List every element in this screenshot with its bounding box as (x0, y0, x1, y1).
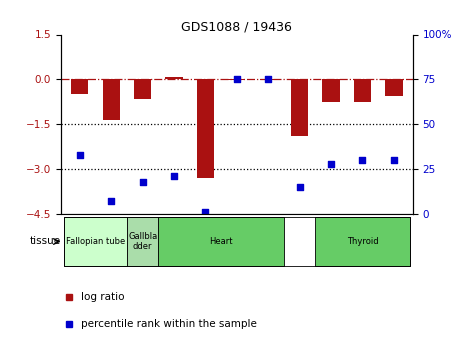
Bar (159, 217, 284, 266)
Bar (71, 79, 89, 94)
Point (327, 161, 335, 166)
Bar (197, 79, 214, 178)
Text: Gallbla
dder: Gallbla dder (128, 232, 157, 251)
Point (107, 199, 115, 204)
Point (76, 152, 83, 157)
Point (233, 77, 241, 82)
Bar (322, 79, 340, 102)
Bar (385, 79, 402, 96)
Bar (127, 217, 159, 266)
Title: GDS1088 / 19436: GDS1088 / 19436 (182, 20, 292, 33)
Text: percentile rank within the sample: percentile rank within the sample (81, 319, 257, 329)
Bar (64, 217, 127, 266)
Text: log ratio: log ratio (81, 292, 125, 302)
Point (265, 77, 272, 82)
Point (359, 157, 366, 163)
Text: Thyroid: Thyroid (347, 237, 378, 246)
Bar (315, 217, 409, 266)
Text: Fallopian tube: Fallopian tube (66, 237, 125, 246)
Bar (291, 79, 308, 136)
Point (139, 179, 146, 184)
Bar (354, 79, 371, 102)
Text: Heart: Heart (209, 237, 233, 246)
Point (202, 209, 209, 215)
Bar (134, 79, 151, 99)
Point (296, 184, 303, 190)
Text: tissue: tissue (29, 237, 61, 246)
Point (390, 157, 398, 163)
Bar (260, 79, 277, 80)
Bar (166, 77, 182, 79)
Point (170, 174, 178, 179)
Bar (103, 79, 120, 120)
Bar (228, 79, 245, 80)
